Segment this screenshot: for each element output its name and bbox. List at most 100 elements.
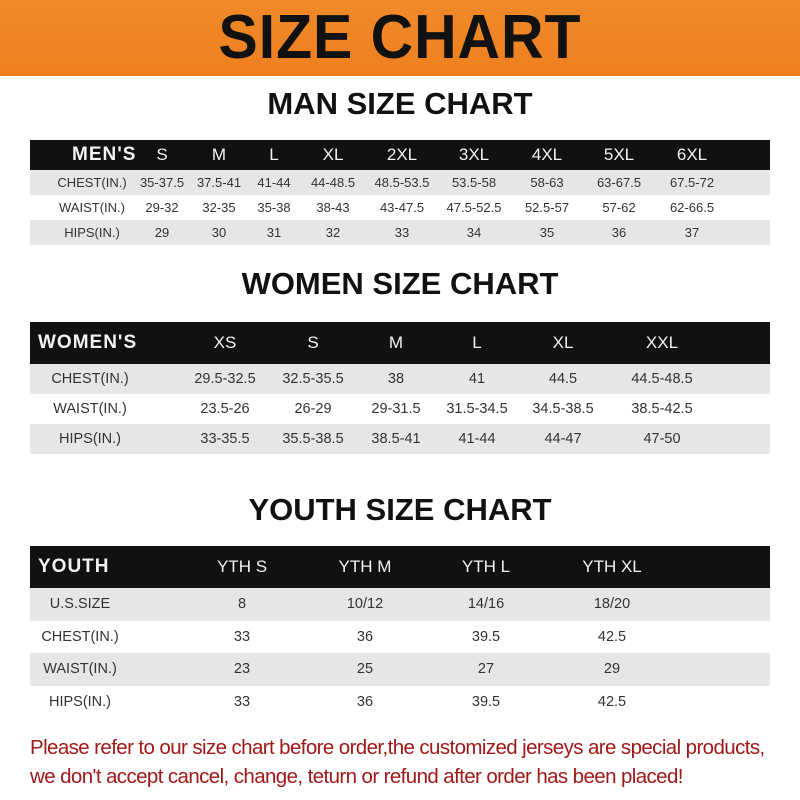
banner-title: SIZE CHART <box>218 3 582 72</box>
table-cell: 37.5-41 <box>196 175 242 190</box>
measure-label: HIPS(IN.) <box>48 693 112 710</box>
table-cell: 38 <box>387 371 405 387</box>
size-header: 2XL <box>386 145 418 164</box>
women-size-table: WOMEN'S XS S M L XL XXL CHEST(IN.) 29.5-32.5 32.5… <box>30 322 770 454</box>
size-header: YTH S <box>216 557 268 576</box>
table-row: WAIST(IN.) 23 25 27 29 <box>30 653 770 686</box>
youth-chart-title: YOUTH SIZE CHART <box>248 492 552 527</box>
table-cell: 36 <box>356 693 374 710</box>
table-cell: 39.5 <box>471 693 501 710</box>
size-header: L <box>472 333 482 352</box>
table-cell: 32-35 <box>202 200 236 215</box>
size-header: YTH XL <box>582 557 642 576</box>
table-cell: 41-44 <box>458 431 496 447</box>
table-row: CHEST(IN.) 35-37.5 37.5-41 41-44 44-48.5 48.5… <box>30 170 770 195</box>
size-header: XL <box>322 145 344 164</box>
size-header: S <box>156 145 168 164</box>
table-row: HIPS(IN.) 33 36 39.5 42.5 <box>30 685 770 718</box>
table-cell: 42.5 <box>597 628 627 645</box>
table-cell: 63-67.5 <box>596 175 642 190</box>
table-row: HIPS(IN.) 33-35.5 35.5-38.5 38.5-41 41-44 44-… <box>30 424 770 454</box>
table-row: CHEST(IN.) 33 36 39.5 42.5 <box>30 620 770 653</box>
table-cell: 42.5 <box>597 693 627 710</box>
table-cell: 23.5-26 <box>200 401 250 417</box>
size-header: L <box>269 145 279 164</box>
measure-label: CHEST(IN.) <box>57 175 127 190</box>
table-cell: 41 <box>468 371 486 387</box>
table-cell: 35-37.5 <box>139 175 185 190</box>
measure-label: WAIST(IN.) <box>59 200 125 215</box>
table-cell: 47-50 <box>643 431 681 447</box>
measure-label: CHEST(IN.) <box>51 371 129 387</box>
table-cell: 38-43 <box>316 200 350 215</box>
table-row: U.S.SIZE 8 10/12 14/16 18/20 <box>30 588 770 621</box>
table-cell: 36 <box>356 628 374 645</box>
table-header-row: YOUTH YTH S YTH M YTH L YTH XL <box>30 546 770 588</box>
banner: SIZE CHART <box>0 0 800 76</box>
table-cell: 31 <box>266 225 282 240</box>
measure-label: WAIST(IN.) <box>53 401 127 417</box>
measure-label: WAIST(IN.) <box>43 661 117 677</box>
table-cell: 30 <box>211 225 227 240</box>
table-cell: 14/16 <box>467 596 505 612</box>
size-header: 5XL <box>603 145 635 164</box>
table-row: WAIST(IN.) 29-32 32-35 35-38 38-43 43-47.5 47.… <box>30 195 770 220</box>
table-cell: 57-62 <box>602 200 636 215</box>
table-cell: 32.5-35.5 <box>282 371 344 387</box>
size-header: S <box>307 333 319 352</box>
table-cell: 58-63 <box>530 175 564 190</box>
table-cell: 35.5-38.5 <box>282 431 344 447</box>
table-cell: 29-32 <box>145 200 179 215</box>
men-size-table: MEN'S S M L XL 2XL 3XL 4XL 5XL 6XL CHEST(IN.) 35-37… <box>30 140 770 245</box>
table-label: WOMEN'S <box>38 332 138 353</box>
size-header: XXL <box>645 333 679 352</box>
table-cell: 44.5-48.5 <box>631 371 693 387</box>
table-cell: 34 <box>466 225 482 240</box>
table-cell: 44-48.5 <box>310 175 356 190</box>
size-header: 6XL <box>676 145 708 164</box>
table-cell: 10/12 <box>346 596 384 612</box>
table-cell: 53.5-58 <box>451 175 497 190</box>
table-cell: 29 <box>154 225 170 240</box>
table-cell: 33 <box>233 628 251 645</box>
table-cell: 29 <box>603 661 621 677</box>
table-cell: 23 <box>233 661 251 677</box>
table-cell: 33 <box>394 225 410 240</box>
table-cell: 29-31.5 <box>371 401 421 417</box>
table-cell: 26-29 <box>294 401 332 417</box>
size-header: YTH M <box>338 557 392 576</box>
table-cell: 36 <box>611 225 627 240</box>
table-cell: 37 <box>684 225 700 240</box>
table-cell: 62-66.5 <box>669 200 715 215</box>
table-cell: 27 <box>477 661 495 677</box>
table-row: HIPS(IN.) 29 30 31 32 33 34 35 36 37 <box>30 220 770 245</box>
table-cell: 8 <box>237 596 247 612</box>
table-cell: 25 <box>356 661 374 677</box>
table-cell: 32 <box>325 225 341 240</box>
size-header: 3XL <box>458 145 490 164</box>
table-cell: 31.5-34.5 <box>446 401 508 417</box>
size-header: 4XL <box>531 145 563 164</box>
size-header: M <box>388 333 404 352</box>
table-cell: 38.5-41 <box>371 431 421 447</box>
measure-label: HIPS(IN.) <box>64 225 120 240</box>
measure-label: HIPS(IN.) <box>58 431 122 447</box>
men-chart-title: MAN SIZE CHART <box>267 86 533 121</box>
table-cell: 41-44 <box>257 175 291 190</box>
table-cell: 47.5-52.5 <box>446 200 502 215</box>
youth-size-table: YOUTH YTH S YTH M YTH L YTH XL U.S.SIZE 8 10/12… <box>30 546 770 718</box>
table-cell: 34.5-38.5 <box>532 401 594 417</box>
table-cell: 44-47 <box>544 431 582 447</box>
table-label: MEN'S <box>72 144 137 165</box>
table-cell: 67.5-72 <box>669 175 715 190</box>
table-cell: 52.5-57 <box>524 200 570 215</box>
table-row: CHEST(IN.) 29.5-32.5 32.5-35.5 38 41 44.5 44.5… <box>30 364 770 394</box>
size-header: XL <box>552 333 574 352</box>
measure-label: CHEST(IN.) <box>41 628 119 645</box>
table-row: WAIST(IN.) 23.5-26 26-29 29-31.5 31.5-34.5 34… <box>30 394 770 424</box>
table-cell: 33 <box>233 693 251 710</box>
table-cell: 39.5 <box>471 628 501 645</box>
table-header-row: MEN'S S M L XL 2XL 3XL 4XL 5XL 6XL <box>30 140 770 170</box>
measure-label: U.S.SIZE <box>49 596 111 612</box>
table-cell: 38.5-42.5 <box>631 401 693 417</box>
